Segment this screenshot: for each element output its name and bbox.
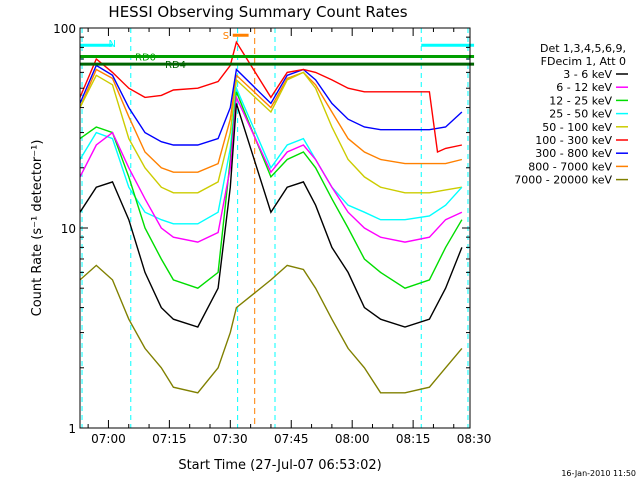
annotation-label-4: S xyxy=(223,31,229,42)
legend-label-4: 50 - 100 keV xyxy=(542,121,612,134)
chart-title: HESSI Observing Summary Count Rates xyxy=(108,3,407,21)
series-line-5 xyxy=(80,40,463,154)
generated-timestamp: 16-Jan-2010 11:50 xyxy=(561,469,636,478)
annotation-label-2: RD0 xyxy=(135,53,156,64)
legend-label-8: 7000 - 20000 keV xyxy=(514,174,612,187)
x-tick-label-2: 07:30 xyxy=(213,432,248,446)
legend-label-0: 3 - 6 keV xyxy=(563,68,612,81)
series-line-1 xyxy=(80,94,463,243)
y-tick-label-2: 100 xyxy=(53,22,76,36)
y-tick-label-0: 1 xyxy=(68,422,76,436)
x-tick-label-3: 07:45 xyxy=(274,432,309,446)
x-tick-label-5: 08:15 xyxy=(396,432,431,446)
legend-label-6: 300 - 800 keV xyxy=(535,147,612,160)
legend-label-7: 800 - 7000 keV xyxy=(528,160,612,173)
annotation-label-0: N xyxy=(109,39,116,50)
series-line-3 xyxy=(80,85,463,225)
x-tick-label-0: 07:00 xyxy=(91,432,126,446)
legend-header-line-1: Det 1,3,4,5,6,9, xyxy=(540,42,626,55)
legend-label-3: 25 - 50 keV xyxy=(549,108,612,121)
series-line-4 xyxy=(80,71,463,194)
x-tick-label-6: 08:30 xyxy=(457,432,492,446)
legend-label-1: 6 - 12 keV xyxy=(556,81,612,94)
x-tick-label-4: 08:00 xyxy=(335,432,370,446)
legend-header-line-2: FDecim 1, Att 0 xyxy=(541,55,626,68)
series-line-8 xyxy=(80,264,463,394)
legend-label-5: 100 - 300 keV xyxy=(535,134,612,147)
legend-label-2: 12 - 25 keV xyxy=(549,94,612,107)
series-line-2 xyxy=(80,91,463,289)
x-tick-label-1: 07:15 xyxy=(152,432,187,446)
y-tick-label-1: 10 xyxy=(61,222,76,236)
y-axis-label: Count Rate (s⁻¹ detector⁻¹) xyxy=(30,140,45,317)
annotation-label-3: RD4 xyxy=(165,60,186,71)
series-line-7 xyxy=(80,68,463,173)
x-axis-label: Start Time (27-Jul-07 06:53:02) xyxy=(178,458,381,473)
legend: Det 1,3,4,5,6,9, FDecim 1, Att 0 3 - 6 k… xyxy=(514,42,628,187)
series-line-0 xyxy=(80,103,463,328)
series-line-6 xyxy=(80,64,463,146)
